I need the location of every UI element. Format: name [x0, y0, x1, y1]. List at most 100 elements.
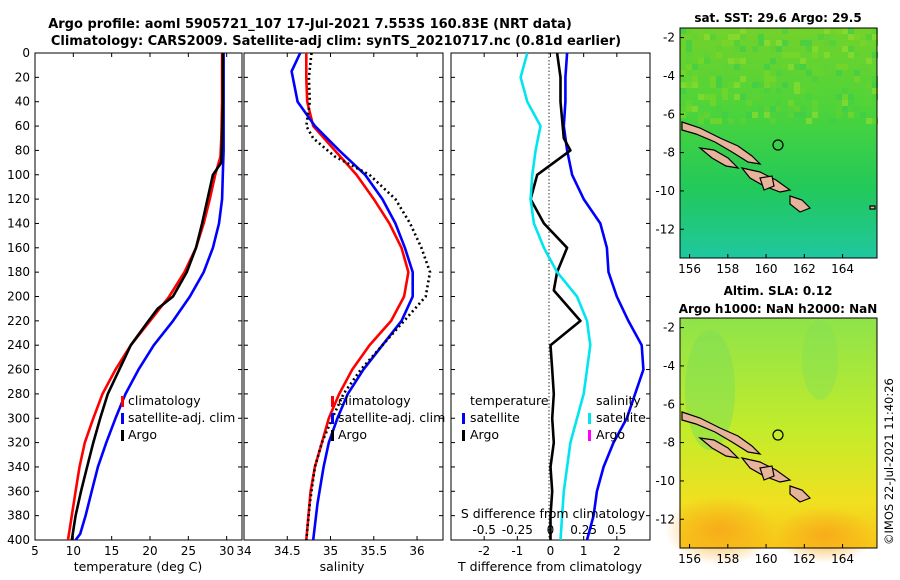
sst-pixel [686, 106, 692, 112]
sst-pixel [782, 118, 788, 124]
map-x-tick-label: 162 [793, 262, 816, 276]
sst-pixel [740, 28, 746, 34]
sst-pixel [842, 64, 848, 70]
sst-pixel [686, 46, 692, 52]
sst-pixel [734, 46, 740, 52]
sst-pixel [698, 58, 704, 64]
sst-pixel [716, 82, 722, 88]
sst-pixel [734, 76, 740, 82]
series-line-temperature-argo [529, 53, 582, 540]
sst-pixel [686, 58, 692, 64]
sst-pixel [866, 88, 872, 94]
sst-pixel [740, 34, 746, 40]
sst-pixel [836, 28, 842, 34]
sst-pixel [872, 52, 878, 58]
sst-pixel [812, 100, 818, 106]
sst-pixel [740, 46, 746, 52]
legend-swatch-temp-satellite [462, 413, 465, 424]
sst-pixel [812, 112, 818, 118]
sla-map-title-line1: Altim. SLA: 0.12 [724, 284, 833, 298]
sst-pixel [812, 106, 818, 112]
sst-pixel [812, 88, 818, 94]
sst-pixel [710, 82, 716, 88]
x-tick-label: 15 [104, 544, 119, 558]
sst-pixel [854, 70, 860, 76]
y-tick-label: 200 [7, 290, 30, 304]
difference-top-ticks: -0.5 -0.25 0 0.25 0.5 [472, 523, 626, 537]
top-x-tick-label: 0.5 [607, 523, 626, 537]
sst-pixel [866, 34, 872, 40]
sst-pixel [710, 76, 716, 82]
salinity-legend: climatology satellite-adj. clim Argo [331, 393, 445, 442]
sst-pixel [806, 118, 812, 124]
sst-pixel [842, 112, 848, 118]
sst-pixel [812, 34, 818, 40]
sst-pixel [794, 88, 800, 94]
legend-label-climatology: climatology [338, 393, 411, 408]
legend-swatch-satellite [121, 413, 124, 424]
x-tick-label: -1 [511, 544, 523, 558]
sst-pixel [866, 118, 872, 124]
sst-pixel [824, 112, 830, 118]
figure-title-line1: Argo profile: aoml 5905721_107 17-Jul-20… [48, 17, 572, 32]
sla-y-ticks: -2 -4 -6 -8 -10 -12 [655, 321, 684, 526]
map-x-tick-label: 164 [831, 552, 854, 566]
sst-pixel [698, 118, 704, 124]
sst-pixel [680, 28, 686, 34]
sst-pixel [776, 106, 782, 112]
sst-pixel [758, 106, 764, 112]
legend-label-argo: Argo [338, 427, 367, 442]
sst-pixel [848, 28, 854, 34]
map-y-tick-label: -8 [663, 436, 675, 450]
y-tick-label: 100 [7, 168, 30, 182]
legend-swatch-sal-argo [588, 430, 591, 441]
map-y-tick-label: -2 [663, 31, 675, 45]
sst-pixel [848, 94, 854, 100]
x-tick-label: 30 [219, 544, 234, 558]
credit-text: ©IMOS 22-Jul-2021 11:40:26 [882, 378, 896, 545]
sst-pixel [746, 112, 752, 118]
legend-label-climatology: climatology [128, 393, 201, 408]
sst-pixel [794, 64, 800, 70]
sst-pixel [764, 112, 770, 118]
sst-pixel [764, 106, 770, 112]
sst-pixel [686, 40, 692, 46]
legend-label-temp-argo: Argo [470, 427, 499, 442]
sst-pixel [752, 76, 758, 82]
sst-pixel [680, 112, 686, 118]
sst-pixel [836, 64, 842, 70]
salinity-x-ticks: 34 34.5 35 35.5 36 [236, 52, 443, 558]
sst-pixel [740, 94, 746, 100]
difference-xlabel: T difference from climatology [457, 559, 643, 574]
sst-pixel [860, 112, 866, 118]
sla-map-title-line2: Argo h1000: NaN h2000: NaN [679, 302, 878, 316]
sst-coastline [681, 121, 876, 213]
sst-pixel [800, 112, 806, 118]
sst-pixel [692, 64, 698, 70]
legend-label-argo: Argo [128, 427, 157, 442]
sst-pixel [680, 88, 686, 94]
y-tick-label: 340 [7, 460, 30, 474]
sst-pixel [716, 88, 722, 94]
sst-pixel [812, 52, 818, 58]
sst-pixel [710, 94, 716, 100]
map-x-tick-label: 160 [755, 262, 778, 276]
map-y-tick-label: -6 [663, 107, 675, 121]
sst-pixel [776, 100, 782, 106]
y-tick-label: 380 [7, 509, 30, 523]
sst-pixel [872, 76, 878, 82]
sst-pixel [740, 118, 746, 124]
x-tick-label: 20 [142, 544, 157, 558]
sla-argo-position-marker [772, 429, 784, 441]
y-tick-label: 60 [15, 119, 30, 133]
y-tick-label: 80 [15, 143, 30, 157]
sst-pixel [782, 70, 788, 76]
x-tick-label: -2 [478, 544, 490, 558]
sst-pixel [710, 100, 716, 106]
sst-pixel [818, 34, 824, 40]
top-x-tick-label: 0.25 [570, 523, 597, 537]
y-tick-label: 220 [7, 314, 30, 328]
sst-pixel [848, 46, 854, 52]
sst-pixel [794, 106, 800, 112]
series-line-temperature-satellite [562, 53, 645, 540]
